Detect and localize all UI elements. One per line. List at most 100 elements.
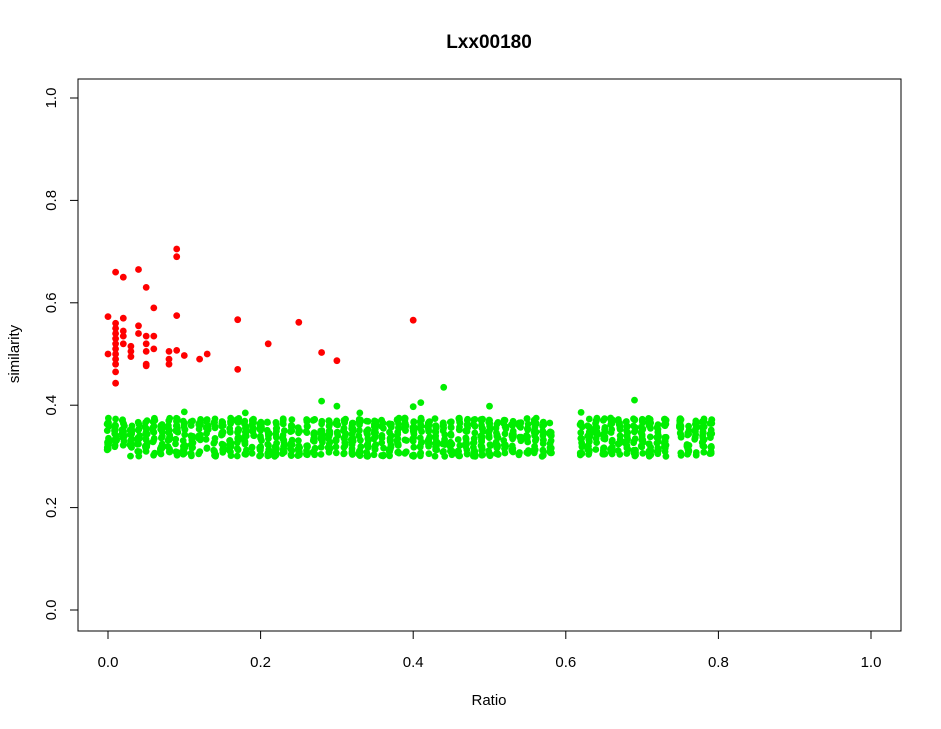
green-point bbox=[685, 427, 693, 434]
x-tick-label: 1.0 bbox=[861, 654, 882, 671]
green-point bbox=[593, 431, 601, 439]
green-point bbox=[592, 446, 600, 453]
red-point bbox=[112, 379, 119, 387]
green-point bbox=[593, 414, 601, 422]
green-point bbox=[248, 450, 256, 457]
green-point bbox=[699, 442, 707, 450]
green-point bbox=[279, 415, 287, 423]
green-point bbox=[448, 451, 456, 459]
green-point bbox=[386, 421, 394, 428]
green-point bbox=[524, 420, 532, 428]
green-point bbox=[187, 432, 195, 440]
green-point bbox=[226, 437, 234, 444]
green-point bbox=[341, 419, 348, 426]
green-point bbox=[463, 450, 471, 458]
green-point bbox=[386, 445, 393, 453]
green-point bbox=[181, 426, 189, 433]
green-point bbox=[378, 439, 386, 447]
green-point bbox=[235, 436, 243, 444]
green-point bbox=[585, 442, 592, 450]
green-point bbox=[272, 419, 280, 426]
green-point bbox=[311, 444, 319, 452]
green-point bbox=[630, 428, 638, 436]
green-point bbox=[707, 426, 715, 434]
green-point bbox=[134, 441, 142, 448]
red-point bbox=[119, 273, 127, 281]
green-point bbox=[401, 436, 409, 444]
green-point bbox=[631, 450, 639, 458]
y-tick-label: 0.4 bbox=[43, 395, 60, 416]
green-point bbox=[424, 437, 432, 445]
green-point bbox=[698, 424, 706, 431]
green-point bbox=[357, 417, 364, 425]
green-point bbox=[172, 448, 180, 456]
green-point bbox=[326, 430, 334, 438]
green-point bbox=[333, 417, 341, 425]
green-point bbox=[104, 440, 112, 448]
green-point bbox=[273, 424, 281, 432]
green-point bbox=[700, 418, 708, 425]
green-point bbox=[127, 443, 135, 450]
green-point bbox=[250, 415, 257, 423]
green-point bbox=[179, 437, 187, 444]
green-point bbox=[195, 450, 203, 458]
green-point bbox=[256, 420, 264, 428]
green-point bbox=[141, 442, 149, 450]
green-point bbox=[441, 441, 449, 448]
green-point bbox=[684, 445, 692, 453]
green-point bbox=[256, 446, 264, 454]
green-point bbox=[203, 445, 211, 452]
green-point bbox=[364, 452, 372, 460]
green-point bbox=[127, 452, 134, 460]
green-point bbox=[378, 434, 386, 442]
green-point bbox=[486, 402, 493, 410]
green-point bbox=[333, 428, 341, 436]
green-point bbox=[584, 432, 591, 440]
green-point bbox=[219, 418, 227, 426]
y-axis: 0.0 0.2 0.4 0.6 0.8 1.0 bbox=[43, 88, 79, 620]
green-point bbox=[462, 435, 470, 443]
green-point bbox=[661, 444, 669, 452]
green-point bbox=[111, 442, 119, 449]
green-point bbox=[348, 436, 355, 443]
green-point bbox=[126, 431, 134, 438]
green-point bbox=[432, 428, 440, 436]
red-point bbox=[135, 330, 142, 337]
green-point bbox=[174, 428, 182, 436]
green-point bbox=[464, 415, 471, 423]
green-point bbox=[380, 444, 387, 452]
green-point bbox=[661, 422, 669, 430]
green-point bbox=[309, 416, 317, 424]
red-point bbox=[112, 335, 119, 342]
green-point bbox=[577, 420, 585, 428]
green-point bbox=[181, 431, 189, 438]
green-point bbox=[363, 427, 370, 435]
green-point bbox=[654, 450, 662, 458]
green-point bbox=[456, 442, 464, 449]
green-point bbox=[234, 428, 241, 436]
green-point bbox=[707, 443, 715, 451]
green-point bbox=[410, 423, 418, 431]
green-point bbox=[624, 435, 631, 443]
green-point bbox=[356, 452, 364, 459]
green-point bbox=[204, 422, 212, 430]
red-point bbox=[112, 340, 119, 348]
green-point bbox=[416, 434, 424, 442]
red-point bbox=[333, 357, 341, 365]
y-axis-label: similarity bbox=[6, 324, 23, 383]
green-point bbox=[477, 442, 485, 450]
green-point bbox=[227, 448, 234, 456]
green-point bbox=[287, 422, 295, 429]
green-point bbox=[317, 443, 325, 451]
green-point bbox=[592, 424, 600, 431]
red-point bbox=[112, 360, 119, 368]
green-point bbox=[578, 450, 586, 457]
green-point bbox=[433, 446, 441, 454]
green-point bbox=[515, 451, 523, 459]
green-point bbox=[241, 438, 249, 445]
red-point bbox=[150, 304, 158, 312]
green-point bbox=[525, 447, 532, 454]
green-point bbox=[447, 423, 455, 431]
green-point bbox=[410, 443, 418, 451]
green-point bbox=[601, 415, 608, 422]
